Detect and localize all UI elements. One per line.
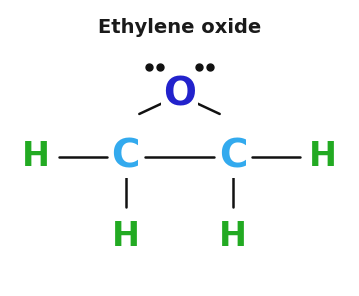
Text: Ethylene oxide: Ethylene oxide bbox=[98, 18, 261, 37]
Text: H: H bbox=[112, 220, 140, 253]
Text: C: C bbox=[111, 138, 140, 176]
Text: O: O bbox=[163, 76, 196, 114]
Text: H: H bbox=[22, 140, 50, 173]
Text: H: H bbox=[309, 140, 337, 173]
Text: C: C bbox=[219, 138, 248, 176]
Text: H: H bbox=[219, 220, 247, 253]
